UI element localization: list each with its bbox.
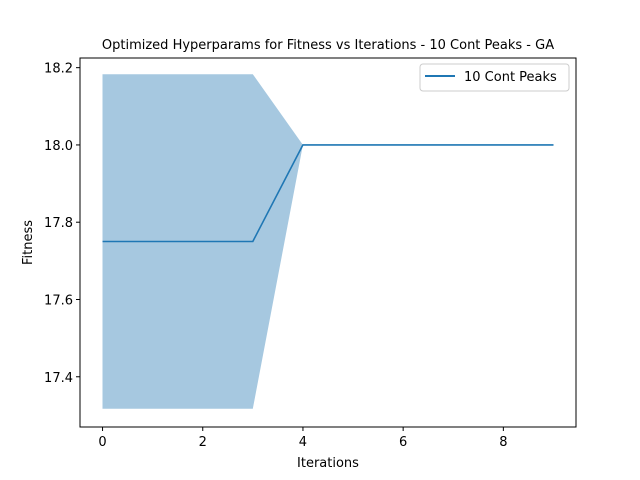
y-axis-label: Fitness xyxy=(21,220,36,265)
y-tick-label: 17.8 xyxy=(44,216,73,231)
legend-box xyxy=(419,63,570,92)
x-tick-label: 6 xyxy=(399,435,407,450)
y-tick-label: 17.4 xyxy=(44,371,73,386)
series-line-layer xyxy=(102,144,554,243)
y-tick-label: 18.0 xyxy=(44,139,73,154)
y-axis-ticks: 17.4 17.6 17.8 18.0 18.2 xyxy=(44,62,80,386)
x-tick-label: 8 xyxy=(499,435,507,450)
confidence-band-layer xyxy=(102,74,554,409)
y-tick-label: 17.6 xyxy=(44,293,73,308)
legend: 10 Cont Peaks xyxy=(419,63,570,92)
legend-label: 10 Cont Peaks xyxy=(464,70,557,85)
x-tick-label: 4 xyxy=(299,435,307,450)
y-tick-label: 18.2 xyxy=(44,62,73,77)
series-confidence-band xyxy=(102,74,554,409)
x-tick-label: 0 xyxy=(98,435,106,450)
chart-title: Optimized Hyperparams for Fitness vs Ite… xyxy=(102,38,554,53)
x-axis-label: Iterations xyxy=(297,456,359,471)
x-tick-label: 2 xyxy=(199,435,207,450)
x-axis-ticks: 0 2 4 6 8 xyxy=(98,427,507,450)
series-line xyxy=(102,144,554,243)
plot-frame xyxy=(79,57,577,428)
